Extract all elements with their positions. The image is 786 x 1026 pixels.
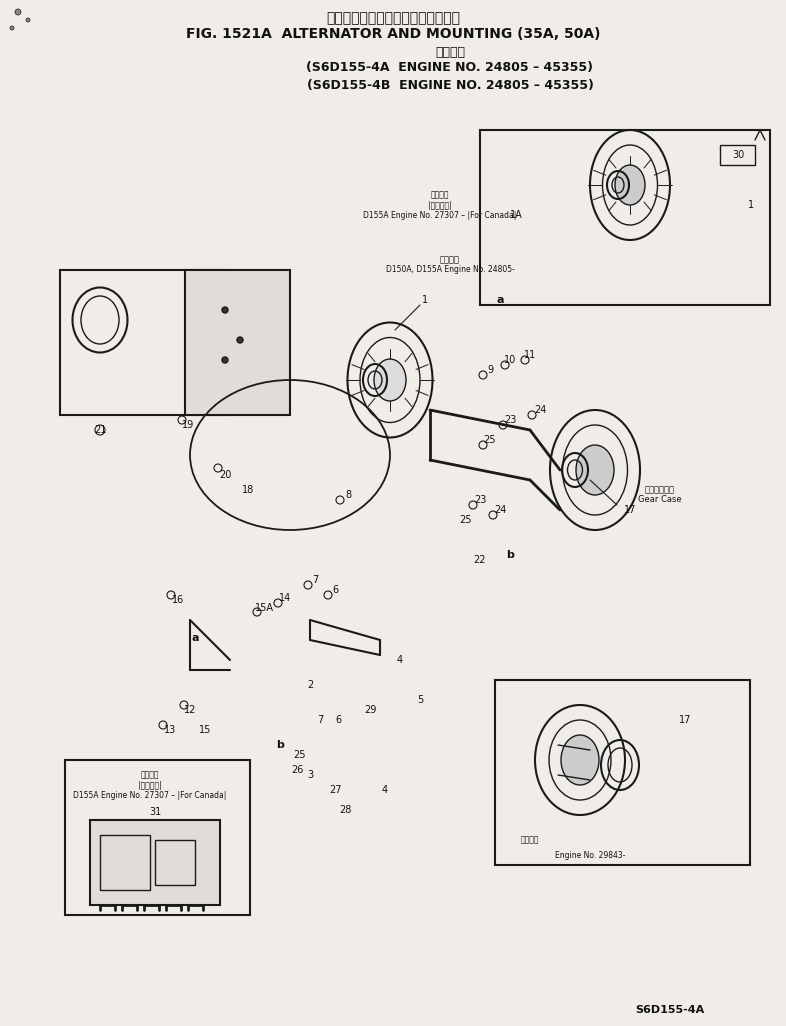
Text: 20: 20 bbox=[219, 470, 231, 480]
Text: 19: 19 bbox=[182, 420, 194, 430]
Text: 6: 6 bbox=[335, 715, 341, 725]
Text: 12: 12 bbox=[184, 705, 196, 715]
Ellipse shape bbox=[576, 445, 614, 495]
Text: 18: 18 bbox=[242, 485, 254, 495]
Text: 14: 14 bbox=[279, 593, 291, 603]
Text: 7: 7 bbox=[317, 715, 323, 725]
Text: 3: 3 bbox=[307, 770, 313, 780]
Text: 25: 25 bbox=[459, 515, 472, 525]
Text: 10: 10 bbox=[504, 355, 516, 365]
Bar bbox=[60, 270, 230, 415]
Text: (S6D155-4B  ENGINE NO. 24805 – 45355): (S6D155-4B ENGINE NO. 24805 – 45355) bbox=[307, 79, 593, 91]
Text: 15: 15 bbox=[199, 725, 211, 735]
Circle shape bbox=[222, 357, 228, 363]
Bar bbox=[720, 145, 755, 165]
Text: 适用号機: 适用号機 bbox=[431, 191, 450, 199]
Text: a: a bbox=[496, 295, 504, 305]
Text: 28: 28 bbox=[339, 805, 351, 815]
Text: 17: 17 bbox=[624, 505, 636, 515]
Text: 适用号機: 适用号機 bbox=[141, 771, 160, 780]
Text: 5: 5 bbox=[417, 695, 423, 705]
Ellipse shape bbox=[561, 735, 599, 785]
Text: 8: 8 bbox=[345, 490, 351, 500]
Text: オルタネータおよびマウンティング: オルタネータおよびマウンティング bbox=[326, 11, 460, 25]
Text: 1: 1 bbox=[422, 295, 428, 305]
Text: |カナダ向|: |カナダ向| bbox=[428, 200, 452, 209]
Text: 29: 29 bbox=[364, 705, 376, 715]
Text: D150A, D155A Engine No. 24805-: D150A, D155A Engine No. 24805- bbox=[386, 266, 515, 275]
Text: b: b bbox=[276, 740, 284, 750]
Text: b: b bbox=[506, 550, 514, 560]
Bar bbox=[90, 820, 220, 905]
Text: Gear Case: Gear Case bbox=[638, 496, 681, 505]
Text: 23: 23 bbox=[474, 495, 487, 505]
Text: 9: 9 bbox=[487, 365, 493, 374]
Text: 适用号機: 适用号機 bbox=[440, 255, 460, 265]
Text: 26: 26 bbox=[291, 765, 303, 775]
Text: 7: 7 bbox=[312, 575, 318, 585]
Text: Engine No. 29843-: Engine No. 29843- bbox=[555, 851, 625, 860]
Bar bbox=[185, 270, 290, 415]
Text: 6: 6 bbox=[332, 585, 338, 595]
Text: 适用号機: 适用号機 bbox=[521, 835, 539, 844]
Text: D155A Engine No. 27307 – |For Canada|: D155A Engine No. 27307 – |For Canada| bbox=[363, 210, 516, 220]
Ellipse shape bbox=[615, 165, 645, 205]
Text: S6D155-4A: S6D155-4A bbox=[635, 1005, 704, 1015]
Text: 30: 30 bbox=[732, 150, 744, 160]
Bar bbox=[480, 130, 770, 305]
Text: 4: 4 bbox=[397, 655, 403, 665]
Text: 27: 27 bbox=[329, 785, 341, 795]
Text: (S6D155-4A  ENGINE NO. 24805 – 45355): (S6D155-4A ENGINE NO. 24805 – 45355) bbox=[307, 62, 593, 75]
Circle shape bbox=[237, 337, 243, 343]
Circle shape bbox=[222, 307, 228, 313]
Text: 11: 11 bbox=[524, 350, 536, 360]
Text: 13: 13 bbox=[163, 725, 176, 735]
Circle shape bbox=[26, 18, 30, 22]
Text: 31: 31 bbox=[149, 807, 161, 817]
Text: 4: 4 bbox=[382, 785, 388, 795]
Text: 23: 23 bbox=[504, 415, 516, 425]
Text: 24: 24 bbox=[494, 505, 506, 515]
Text: ギヤーケース: ギヤーケース bbox=[645, 485, 675, 495]
Text: 16: 16 bbox=[172, 595, 184, 605]
Text: 21: 21 bbox=[94, 425, 106, 435]
Circle shape bbox=[10, 26, 14, 30]
Text: 15A: 15A bbox=[255, 603, 274, 613]
Text: 1A: 1A bbox=[510, 210, 523, 220]
Text: 25: 25 bbox=[483, 435, 496, 445]
Bar bbox=[65, 760, 250, 915]
Text: 通用号機: 通用号機 bbox=[435, 45, 465, 58]
Ellipse shape bbox=[374, 359, 406, 401]
Bar bbox=[100, 835, 150, 890]
Text: D155A Engine No. 27307 – |For Canada|: D155A Engine No. 27307 – |For Canada| bbox=[73, 790, 226, 799]
Bar bbox=[155, 840, 195, 885]
Circle shape bbox=[15, 9, 21, 15]
Bar bbox=[495, 680, 750, 865]
Text: 22: 22 bbox=[474, 555, 487, 565]
Text: 17: 17 bbox=[679, 715, 691, 725]
Text: FIG. 1521A  ALTERNATOR AND MOUNTING (35A, 50A): FIG. 1521A ALTERNATOR AND MOUNTING (35A,… bbox=[185, 27, 601, 41]
Text: 2: 2 bbox=[307, 680, 313, 690]
Text: |カナダ向|: |カナダ向| bbox=[138, 781, 162, 789]
Text: 25: 25 bbox=[294, 750, 307, 760]
Text: a: a bbox=[191, 633, 199, 643]
Text: 1: 1 bbox=[748, 200, 754, 210]
Text: 24: 24 bbox=[534, 405, 546, 415]
